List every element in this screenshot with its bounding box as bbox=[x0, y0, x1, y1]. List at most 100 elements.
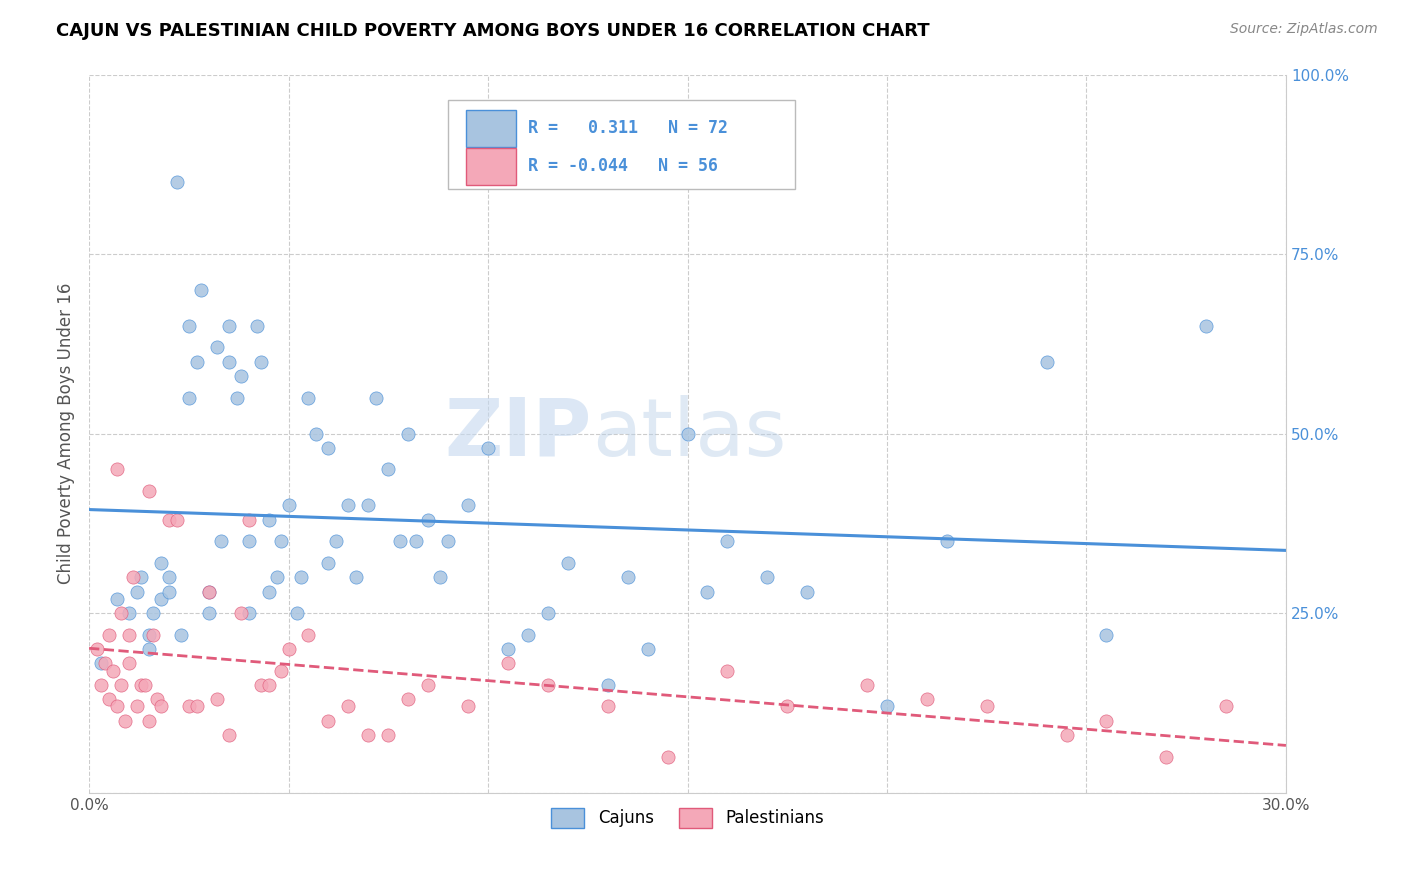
Point bbox=[516, 628, 538, 642]
Point bbox=[118, 628, 141, 642]
Point bbox=[876, 699, 898, 714]
Point bbox=[205, 340, 228, 354]
Text: atlas: atlas bbox=[592, 394, 786, 473]
Point bbox=[716, 664, 738, 678]
Point bbox=[305, 426, 328, 441]
Text: ZIP: ZIP bbox=[444, 394, 592, 473]
Point bbox=[218, 728, 240, 742]
Point bbox=[110, 678, 132, 692]
Point bbox=[266, 570, 288, 584]
Point bbox=[297, 391, 319, 405]
Point bbox=[337, 699, 360, 714]
Point bbox=[205, 692, 228, 706]
Point bbox=[170, 628, 193, 642]
Point bbox=[197, 584, 219, 599]
Point bbox=[366, 391, 388, 405]
Point bbox=[209, 534, 232, 549]
Point bbox=[405, 534, 427, 549]
Point bbox=[138, 483, 160, 498]
Point bbox=[915, 692, 938, 706]
Point bbox=[616, 570, 638, 584]
Point bbox=[98, 692, 121, 706]
Point bbox=[218, 355, 240, 369]
Point bbox=[325, 534, 347, 549]
Point bbox=[537, 678, 560, 692]
Point bbox=[218, 318, 240, 333]
Point bbox=[756, 570, 779, 584]
Point bbox=[229, 369, 252, 384]
Point bbox=[1095, 714, 1118, 728]
Point bbox=[98, 628, 121, 642]
Point bbox=[277, 642, 299, 657]
Point bbox=[1095, 628, 1118, 642]
Point bbox=[676, 426, 699, 441]
Point bbox=[270, 664, 292, 678]
Point bbox=[149, 591, 172, 606]
Point bbox=[496, 642, 519, 657]
Point bbox=[796, 584, 818, 599]
Point bbox=[249, 678, 271, 692]
Point bbox=[149, 556, 172, 570]
Point bbox=[270, 534, 292, 549]
Point bbox=[318, 441, 340, 455]
Point bbox=[110, 606, 132, 620]
Point bbox=[457, 699, 479, 714]
Point bbox=[257, 584, 280, 599]
Point bbox=[637, 642, 659, 657]
Point bbox=[129, 570, 152, 584]
Point bbox=[318, 714, 340, 728]
Legend: Cajuns, Palestinians: Cajuns, Palestinians bbox=[544, 801, 831, 835]
Point bbox=[166, 513, 188, 527]
Point bbox=[118, 606, 141, 620]
Point bbox=[94, 657, 117, 671]
Point bbox=[157, 584, 180, 599]
Point bbox=[186, 355, 208, 369]
Point bbox=[157, 570, 180, 584]
Point bbox=[257, 678, 280, 692]
FancyBboxPatch shape bbox=[467, 110, 516, 147]
Point bbox=[166, 175, 188, 189]
Point bbox=[238, 534, 260, 549]
Point bbox=[246, 318, 269, 333]
Point bbox=[257, 513, 280, 527]
Point bbox=[114, 714, 136, 728]
Text: CAJUN VS PALESTINIAN CHILD POVERTY AMONG BOYS UNDER 16 CORRELATION CHART: CAJUN VS PALESTINIAN CHILD POVERTY AMONG… bbox=[56, 22, 929, 40]
Point bbox=[396, 426, 419, 441]
Point bbox=[1056, 728, 1078, 742]
Point bbox=[776, 699, 799, 714]
Point bbox=[657, 749, 679, 764]
Point bbox=[418, 513, 440, 527]
Point bbox=[389, 534, 412, 549]
Point bbox=[429, 570, 451, 584]
Point bbox=[125, 584, 148, 599]
Point bbox=[105, 699, 128, 714]
Point bbox=[290, 570, 312, 584]
Point bbox=[138, 628, 160, 642]
Point bbox=[238, 606, 260, 620]
Point bbox=[976, 699, 998, 714]
Point bbox=[186, 699, 208, 714]
Point bbox=[557, 556, 579, 570]
Point bbox=[225, 391, 247, 405]
Point bbox=[86, 642, 108, 657]
Point bbox=[856, 678, 879, 692]
Text: Source: ZipAtlas.com: Source: ZipAtlas.com bbox=[1230, 22, 1378, 37]
Point bbox=[357, 728, 380, 742]
Point bbox=[457, 499, 479, 513]
Point bbox=[537, 606, 560, 620]
Point bbox=[125, 699, 148, 714]
Point bbox=[177, 391, 200, 405]
Point bbox=[197, 584, 219, 599]
Point bbox=[716, 534, 738, 549]
Point bbox=[142, 606, 165, 620]
FancyBboxPatch shape bbox=[467, 148, 516, 186]
Point bbox=[297, 628, 319, 642]
Point bbox=[134, 678, 156, 692]
Point bbox=[249, 355, 271, 369]
Point bbox=[344, 570, 367, 584]
Point bbox=[596, 699, 619, 714]
Y-axis label: Child Poverty Among Boys Under 16: Child Poverty Among Boys Under 16 bbox=[58, 283, 75, 584]
Point bbox=[229, 606, 252, 620]
Point bbox=[496, 657, 519, 671]
Point bbox=[396, 692, 419, 706]
